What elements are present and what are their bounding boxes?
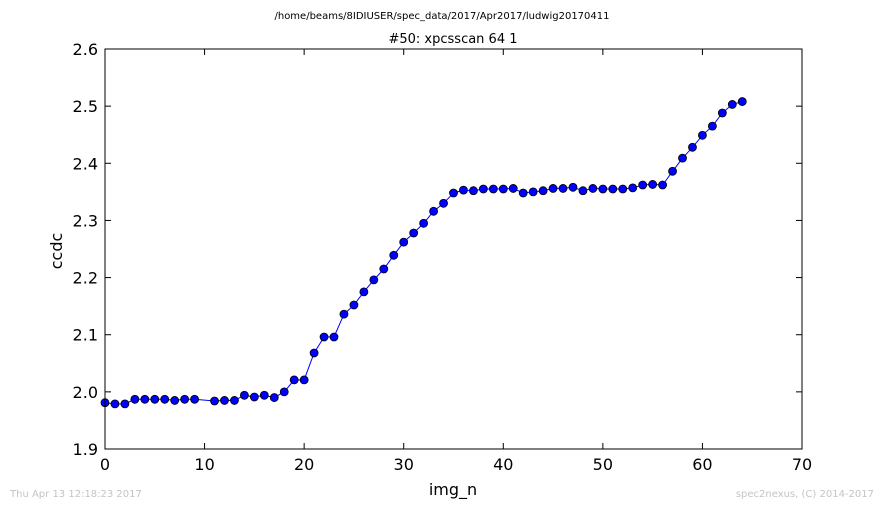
- x-tick-label: 50: [593, 455, 613, 474]
- data-point: [379, 264, 389, 274]
- data-point: [469, 186, 478, 196]
- data-point: [110, 399, 120, 409]
- data-point: [628, 183, 638, 193]
- y-tick-label: 2.0: [73, 383, 98, 402]
- footer-credit: spec2nexus, (C) 2014-2017: [735, 489, 874, 500]
- data-point: [239, 390, 249, 400]
- series-line: [104, 101, 743, 405]
- data-point: [588, 184, 598, 193]
- data-point: [688, 142, 697, 152]
- data-point: [727, 100, 737, 109]
- data-point: [678, 153, 687, 163]
- y-tick-label: 2.1: [73, 326, 98, 345]
- data-point: [538, 186, 548, 196]
- data-point: [658, 180, 667, 190]
- x-axis-label: img_n: [429, 480, 477, 500]
- data-point: [269, 393, 279, 402]
- y-tick-label: 2.3: [73, 211, 98, 230]
- data-point: [459, 185, 468, 195]
- data-point: [737, 97, 747, 106]
- y-tick-label: 2.5: [73, 97, 98, 116]
- data-point: [698, 130, 707, 140]
- data-point: [120, 399, 130, 409]
- data-point: [548, 184, 558, 193]
- data-point: [488, 184, 498, 194]
- data-point: [707, 121, 717, 131]
- data-point: [140, 394, 150, 404]
- data-point: [180, 394, 190, 404]
- data-point: [279, 387, 289, 397]
- data-point: [449, 188, 458, 198]
- x-tick-label: 30: [394, 455, 414, 474]
- data-point: [389, 250, 399, 260]
- x-tick-label: 70: [792, 455, 812, 474]
- y-axis-label: ccdc: [47, 233, 66, 270]
- data-point: [638, 180, 648, 190]
- figure-suptitle: /home/beams/8IDIUSER/spec_data/2017/Apr2…: [274, 11, 609, 22]
- data-point: [150, 394, 160, 404]
- x-tick-label: 10: [194, 455, 214, 474]
- data-point: [419, 218, 429, 228]
- data-point: [309, 348, 319, 358]
- data-point: [220, 396, 229, 405]
- plot-area: [105, 49, 802, 449]
- data-point: [568, 182, 578, 192]
- x-tick-label: 60: [692, 455, 712, 474]
- data-point: [528, 187, 538, 197]
- data-point: [478, 184, 488, 194]
- data-point: [429, 206, 438, 216]
- data-point: [608, 184, 618, 194]
- data-point: [259, 390, 269, 400]
- data-point: [210, 396, 219, 406]
- data-point: [249, 392, 259, 402]
- y-tick-label: 2.2: [73, 269, 98, 288]
- y-tick-label: 2.6: [73, 40, 98, 59]
- data-point: [558, 184, 568, 193]
- data-point: [299, 375, 309, 385]
- data-point: [190, 394, 200, 404]
- data-point: [359, 287, 369, 297]
- data-point: [648, 180, 658, 189]
- data-point: [170, 396, 180, 405]
- x-tick-label: 0: [100, 455, 110, 474]
- data-point: [329, 332, 339, 342]
- footer-timestamp: Thu Apr 13 12:18:23 2017: [10, 489, 142, 500]
- data-point: [578, 186, 588, 196]
- data-point: [160, 394, 170, 404]
- data-point: [130, 394, 140, 404]
- x-tick-label: 20: [294, 455, 314, 474]
- data-point: [339, 309, 349, 319]
- data-point: [230, 396, 239, 405]
- data-point: [518, 188, 528, 198]
- y-tick-label: 1.9: [73, 440, 98, 459]
- data-point: [498, 184, 508, 194]
- y-tick-label: 2.4: [73, 154, 98, 173]
- x-tick-label: 40: [493, 455, 513, 474]
- data-point: [598, 184, 608, 194]
- data-point: [508, 184, 518, 193]
- data-point: [409, 228, 419, 238]
- data-point: [399, 237, 409, 247]
- data-point: [618, 184, 628, 194]
- chart-title: #50: xpcsscan 64 1: [388, 32, 517, 47]
- data-point: [289, 375, 299, 385]
- data-point: [319, 332, 329, 342]
- data-point: [369, 275, 379, 285]
- axes-frame: [104, 48, 803, 450]
- data-point: [439, 198, 448, 208]
- data-point: [668, 166, 677, 176]
- data-point: [349, 300, 359, 310]
- data-point: [717, 108, 727, 118]
